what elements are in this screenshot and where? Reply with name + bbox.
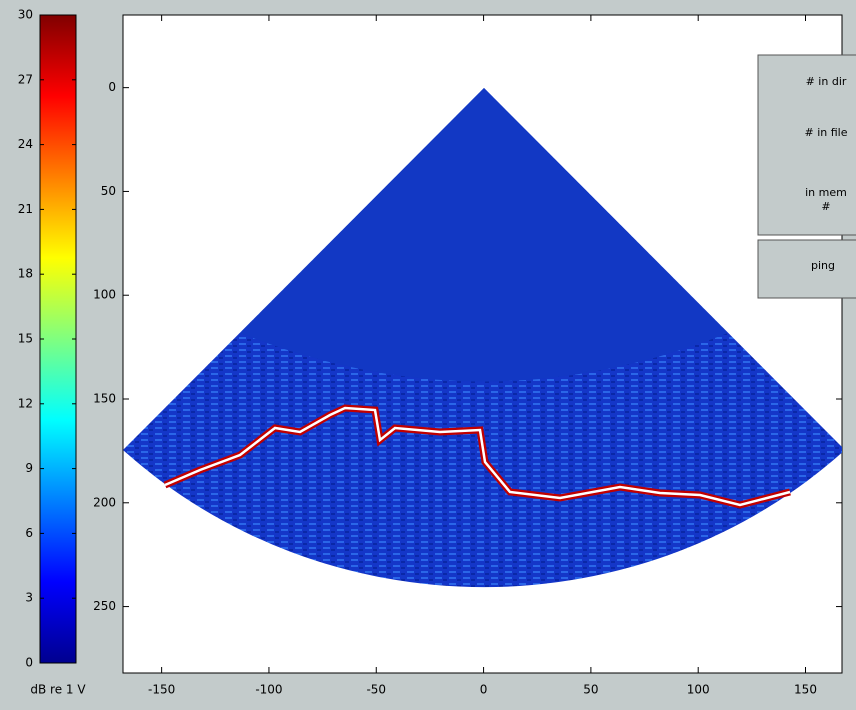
button-label[interactable]: in mem (805, 186, 847, 199)
bottom-track (164, 406, 791, 507)
y-tick-label: 200 (93, 495, 116, 509)
x-tick-label: -50 (366, 683, 386, 697)
colorbar-tick-label: 21 (18, 202, 33, 216)
colorbar-tick-label: 24 (18, 137, 33, 151)
colorbar (39, 14, 77, 664)
x-tick-label: -100 (255, 683, 282, 697)
colorbar-tick-label: 9 (25, 461, 33, 475)
x-tick-label: -150 (148, 683, 175, 697)
y-tick-label: 150 (93, 392, 116, 406)
button-label[interactable]: # (821, 200, 830, 213)
colorbar-tick-label: 0 (25, 656, 33, 670)
colorbar-label: dB re 1 V (30, 683, 86, 697)
button-panel (757, 54, 856, 299)
colorbar-tick-label: 18 (18, 267, 33, 281)
x-tick-label: 50 (583, 683, 598, 697)
button-label[interactable]: # in dir (806, 75, 847, 88)
y-tick-label: 50 (101, 184, 116, 198)
x-tick-label: 150 (794, 683, 817, 697)
colorbar-tick-label: 12 (18, 396, 33, 410)
colorbar-tick-label: 3 (25, 591, 33, 605)
colorbar-tick-label: 30 (18, 8, 33, 22)
colorbar-tick-label: 27 (18, 72, 33, 86)
ping-frame (757, 239, 856, 299)
panel-frame (757, 54, 856, 236)
button-label[interactable]: ping (811, 259, 835, 272)
button-label[interactable]: # in file (805, 126, 848, 139)
y-tick-label: 0 (108, 80, 116, 94)
y-tick-label: 100 (93, 288, 116, 302)
colorbar-tick-label: 15 (18, 332, 33, 346)
fan-inner (240, 88, 728, 382)
colorbar-tick-label: 6 (25, 526, 33, 540)
sonar-fan (123, 88, 842, 588)
x-tick-label: 0 (480, 683, 488, 697)
x-tick-label: 100 (687, 683, 710, 697)
y-tick-label: 250 (93, 599, 116, 613)
